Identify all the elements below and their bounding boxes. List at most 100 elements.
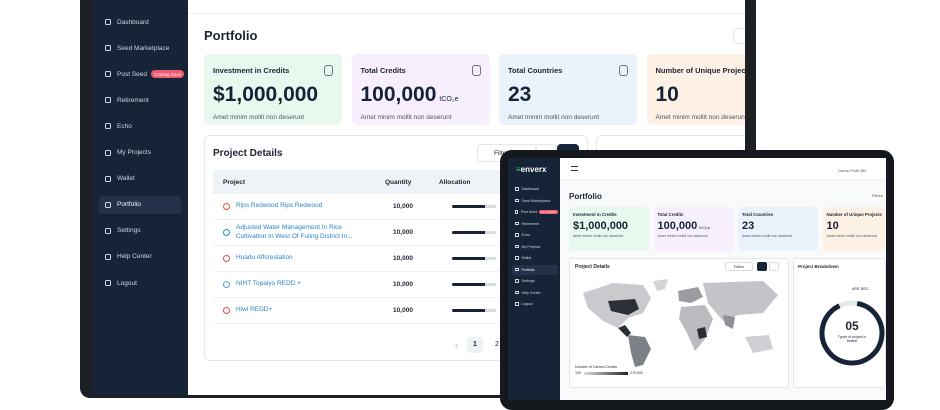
nav-label: Seed Marketplace [117, 44, 170, 52]
top-bar [188, 0, 745, 14]
nav-icon [105, 175, 111, 182]
quantity: 10,000 [393, 281, 413, 288]
nav-item[interactable]: Echo [512, 230, 558, 240]
nav-item[interactable]: Wallet [99, 170, 181, 188]
nav-label: Settings [117, 227, 141, 235]
card-label: Investment in Credits [573, 212, 617, 217]
table-row: NIHT Topaiyo REDD + 10,000 [213, 272, 587, 298]
allocation-bar [452, 231, 496, 234]
tablet-screen: Dashboard Seed Marketplace Post Seed Coming… [508, 158, 886, 400]
nav-icon [105, 45, 111, 52]
card-value-text: 100,000 [360, 83, 437, 106]
center-value: 05 [845, 319, 859, 333]
nav-item[interactable]: Seed Marketplace [99, 39, 181, 57]
filter-button[interactable]: Filters [725, 262, 753, 271]
project-name[interactable]: Hiwi REDD+ [236, 306, 273, 314]
card-value: $1,000,000 [213, 83, 333, 107]
nav-label: Portfolio [521, 267, 535, 272]
card-label: Number of Unique Projects [826, 212, 882, 217]
nav-item[interactable]: Dashboard [99, 13, 181, 31]
nav-icon [515, 221, 519, 226]
nav-item[interactable]: Dashboard [512, 184, 558, 194]
table-row: Hiwi REDD+ 10,000 [213, 298, 587, 324]
nav-item[interactable]: Logout [99, 274, 181, 292]
panel-title: Project Details [213, 148, 283, 159]
card-value: 100,000 tCO₂e [658, 220, 730, 232]
nav-label: Echo [521, 233, 530, 237]
project-name[interactable]: NIHT Topaiyo REDD + [236, 280, 301, 288]
nav-label: Echo [117, 122, 132, 130]
nav-item[interactable]: Echo [99, 117, 181, 135]
card-unit: tCO₂e [699, 225, 711, 230]
card-value: 10 [827, 220, 887, 232]
card-value-text: $1,000,000 [573, 220, 629, 232]
stat-card: Investment in Credits $1,000,000 Amet mini… [569, 207, 649, 251]
nav-item[interactable]: Logout [512, 299, 558, 309]
nav-item[interactable]: Settings [99, 222, 181, 240]
legend-label: ARR [852, 287, 860, 291]
project-name[interactable]: Rips Redwood Rips Redwood [236, 202, 323, 210]
logo-text: enverx [520, 165, 547, 174]
nav-icon [515, 187, 519, 191]
filter-icon-button[interactable] [733, 28, 745, 44]
nav-label: Post Seed [117, 70, 147, 78]
nav-label: Seed Marketplace [521, 198, 551, 203]
quantity: 10,000 [393, 307, 413, 314]
nav-item[interactable]: Seed Marketplace [512, 196, 558, 206]
project-name[interactable]: Adjusted Water Management In Rice Cultiv… [236, 224, 353, 240]
nav-icon [105, 97, 111, 104]
nav-icon [515, 256, 519, 260]
nav-item[interactable]: Wallet [512, 253, 558, 263]
nav-label: Dashboard [117, 18, 149, 26]
filters-button[interactable]: Filters [872, 193, 883, 198]
page-button[interactable]: 1 [467, 337, 483, 353]
page-button[interactable]: 2 [495, 341, 499, 348]
map-toggle[interactable] [757, 262, 767, 271]
nav-item[interactable]: Retirement [99, 91, 181, 109]
allocation-bar [452, 309, 496, 312]
allocation-bar [452, 257, 496, 260]
menu-icon[interactable] [571, 166, 578, 171]
top-bar [560, 158, 886, 180]
nav-item[interactable]: My Projects [99, 144, 181, 162]
card-note: Amet minim mollit non deserunt [826, 234, 877, 238]
card-note: Amet minim mollit non deserunt [742, 234, 793, 238]
card-value-text: 10 [655, 83, 679, 106]
nav-item[interactable]: Post Seed Coming Soon [99, 65, 185, 83]
nav-item[interactable]: Retirement [512, 219, 558, 229]
world-map [583, 279, 778, 367]
nav-item[interactable]: Help Center [99, 248, 181, 266]
nav-badge: Coming Soon [151, 70, 185, 79]
allocation-fill [452, 309, 485, 312]
list-toggle[interactable] [769, 262, 779, 271]
card-value: 10 [656, 83, 746, 107]
nav-label: Help Center [521, 290, 541, 295]
nav-icon [105, 19, 111, 25]
legend-max: 270,000 [630, 371, 643, 375]
panel-title: Project Details [575, 264, 610, 270]
card-icon [471, 65, 481, 76]
card-label: Total Credits [360, 66, 406, 75]
donut [819, 300, 885, 366]
page-title: Portfolio [569, 192, 602, 201]
table-row: Adjusted Water Management In Rice Cultiv… [213, 220, 587, 246]
stat-card: Investment in Credits $1,000,000 Amet mini… [204, 54, 342, 125]
nav-item[interactable]: Portfolio [99, 195, 181, 214]
card-label: Total Countries [508, 66, 563, 75]
center-label: Types of project in basket [837, 335, 867, 343]
nav-icon [515, 279, 519, 283]
header-text: Carbon Profit: $40 [838, 169, 867, 173]
nav-item[interactable]: Help Center [512, 288, 558, 298]
nav-item[interactable]: My Projects [512, 242, 558, 252]
nav-item[interactable]: Settings [512, 276, 558, 286]
project-breakdown-panel: Project Breakdown ARR 1823... 05 Types o… [793, 258, 886, 388]
card-icon [324, 65, 333, 76]
row-icon [223, 255, 230, 262]
project-name[interactable]: Huadu Affcrestation [236, 254, 293, 262]
nav-item[interactable]: Portfolio [512, 264, 558, 275]
row-icon [223, 307, 230, 314]
nav-item[interactable]: Post Seed Coming Soon [512, 207, 558, 217]
allocation-bar [452, 283, 496, 286]
nav-label: Logout [521, 302, 533, 306]
card-note: Amet minim mollit non deserunt [657, 234, 708, 238]
